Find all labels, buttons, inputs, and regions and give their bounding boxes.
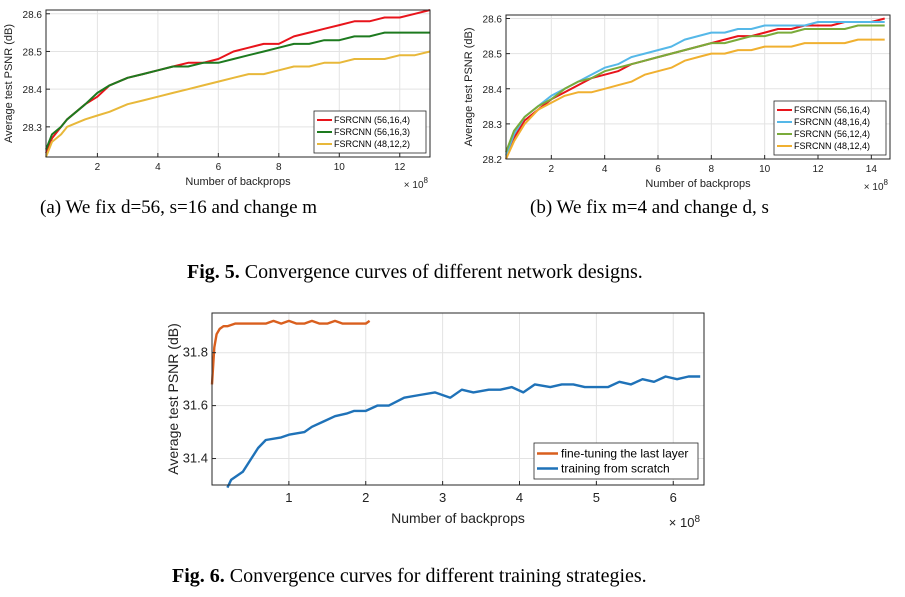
x-tick-label: 4 (516, 490, 523, 505)
y-tick-label: 28.3 (483, 120, 503, 131)
y-tick-label: 31.6 (183, 398, 208, 413)
x-tick-label: 3 (439, 490, 446, 505)
y-tick-label: 28.5 (483, 50, 503, 61)
fig5-label: Fig. 5. (187, 261, 240, 283)
chart-a: 2 4 6 8 10 12 28.3 28.4 28.5 28.6 Number of backpr… (3, 9, 431, 191)
x-axis-label: Number of backprops (185, 176, 291, 188)
x-tick-label: 6 (216, 162, 222, 173)
y-axis-label: Average test PSNR (dB) (463, 27, 475, 146)
caption-b: (b) We fix m=4 and change d, s (530, 197, 769, 218)
legend-label: FSRCNN (48,12,4) (794, 141, 870, 151)
legend-label: FSRCNN (56,12,4) (794, 129, 870, 139)
x-tick-label: 10 (334, 162, 346, 173)
x-tick-label: 10 (759, 164, 771, 175)
legend-box (313, 110, 427, 154)
fig6-caption: Fig. 6. Convergence curves for different… (172, 565, 647, 588)
x-tick-label: 2 (95, 162, 101, 173)
legend-box (773, 100, 887, 156)
y-tick-label: 28.6 (483, 15, 503, 26)
fig5-caption: Fig. 5. Convergence curves of different … (187, 261, 643, 284)
legend-label: FSRCNN (56,16,3) (334, 127, 410, 137)
legend-label: training from scratch (561, 462, 670, 476)
x-tick-label: 12 (394, 162, 406, 173)
axes-box (505, 14, 891, 160)
y-tick-label: 28.5 (23, 47, 43, 58)
series-line-3 (505, 24, 885, 153)
y-tick-label: 28.2 (483, 155, 503, 166)
x-multiplier: × 108 (864, 178, 889, 193)
x-axis-label: Number of backprops (391, 510, 525, 526)
x-tick-label: 5 (593, 490, 600, 505)
axes-box (211, 312, 705, 486)
chart-c: 1 2 3 4 5 6 31.4 31.6 31.8 Number of backprops Ave… (165, 312, 705, 530)
x-tick-label: 8 (709, 164, 715, 175)
x-tick-label: 14 (866, 164, 878, 175)
y-tick-label: 31.8 (183, 345, 208, 360)
legend-box (533, 442, 699, 480)
x-multiplier: × 108 (669, 514, 701, 530)
legend-label: FSRCNN (48,16,4) (794, 117, 870, 127)
y-tick-label: 28.4 (483, 85, 503, 96)
x-tick-label: 2 (549, 164, 555, 175)
series-line-4 (505, 38, 885, 160)
caption-a: (a) We fix d=56, s=16 and change m (40, 197, 318, 218)
legend-label: FSRCNN (48,12,2) (334, 139, 410, 149)
legend-label: fine-tuning the last layer (561, 447, 688, 461)
y-tick-label: 31.4 (183, 451, 208, 466)
chart-b: 2 4 6 8 10 12 14 28.2 28.3 28.4 28.5 28.6 Number of … (463, 14, 891, 193)
y-tick-label: 28.4 (23, 85, 43, 96)
y-axis-label: Average test PSNR (dB) (3, 24, 15, 143)
y-axis-label: Average test PSNR (dB) (165, 323, 181, 474)
fig6-text: Convergence curves for different trainin… (224, 565, 647, 587)
fig6-label: Fig. 6. (172, 565, 225, 587)
series-line-1 (210, 319, 371, 385)
series-line-2 (226, 375, 701, 489)
legend-label: FSRCNN (56,16,4) (794, 105, 870, 115)
y-tick-label: 28.6 (23, 10, 43, 21)
fig5-text: Convergence curves of different network … (239, 261, 643, 283)
x-axis-label: Number of backprops (645, 178, 751, 190)
y-tick-label: 28.3 (23, 123, 43, 134)
axes-box (45, 9, 431, 158)
legend-label: FSRCNN (56,16,4) (334, 115, 410, 125)
series-line-3 (45, 50, 431, 158)
x-tick-label: 12 (812, 164, 824, 175)
x-tick-label: 6 (655, 164, 661, 175)
x-tick-label: 1 (285, 490, 292, 505)
x-tick-label: 8 (276, 162, 282, 173)
x-tick-label: 4 (155, 162, 161, 173)
x-tick-label: 6 (670, 490, 677, 505)
x-multiplier: × 108 (404, 176, 429, 191)
x-tick-label: 4 (602, 164, 608, 175)
series-line-2 (45, 31, 430, 150)
x-tick-label: 2 (362, 490, 369, 505)
